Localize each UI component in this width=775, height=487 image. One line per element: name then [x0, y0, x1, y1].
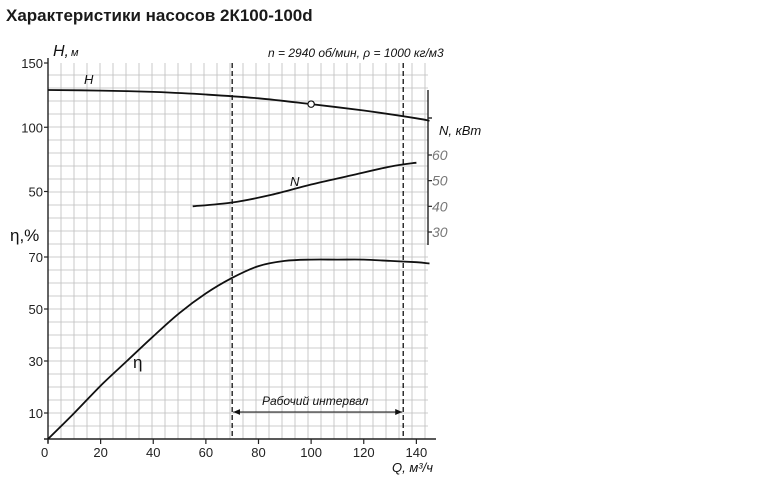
eta-tick-label: 10 [29, 406, 43, 421]
working-interval-label: Рабочий интервал [262, 394, 369, 408]
n-axis-label: N, кВт [439, 123, 481, 138]
x-tick-label: 20 [93, 445, 107, 460]
n-tick-label: 60 [432, 147, 448, 163]
h-tick-label: 50 [29, 185, 43, 200]
chart-grid [47, 63, 428, 440]
eta-axis-label: η,% [10, 226, 39, 245]
n-tick-label: 40 [432, 198, 448, 214]
h-tick-label: 100 [21, 120, 43, 135]
eta-tick-label: 50 [29, 302, 43, 317]
x-tick-label: 100 [300, 445, 322, 460]
x-tick-label: 0 [41, 445, 48, 460]
chart-axes: 0 20 40 60 80 100 120 140 50 100 150 10 30 50 70 30 40 50… [21, 56, 447, 460]
chart-title: Характеристики насосов 2К100-100d [6, 6, 313, 25]
h-curve [47, 89, 430, 122]
conditions-label: n = 2940 об/мин, ρ = 1000 кг/м3 [268, 46, 444, 60]
design-point-marker [307, 100, 315, 108]
n-tick-label: 50 [432, 173, 448, 189]
chart-labels: H, м n = 2940 об/мин, ρ = 1000 кг/м3 N, к… [10, 43, 481, 475]
n-curve [192, 161, 417, 208]
n-tick-label: 30 [432, 224, 448, 240]
x-tick-label: 40 [146, 445, 160, 460]
eta-tick-label: 70 [29, 250, 43, 265]
h-tick-label: 150 [21, 56, 43, 71]
eta-tick-label: 30 [29, 354, 43, 369]
chart-curves [47, 63, 430, 440]
eta-curve [47, 258, 430, 440]
x-tick-label: 140 [406, 445, 428, 460]
h-axis-label: H, м [53, 43, 79, 60]
h-curve-label: H [84, 72, 94, 87]
x-axis-label: Q, м³/ч [392, 460, 433, 475]
eta-curve-label: η [133, 353, 142, 372]
x-tick-label: 60 [199, 445, 213, 460]
x-tick-label: 120 [353, 445, 375, 460]
n-curve-label: N [290, 174, 300, 189]
x-tick-label: 80 [251, 445, 265, 460]
